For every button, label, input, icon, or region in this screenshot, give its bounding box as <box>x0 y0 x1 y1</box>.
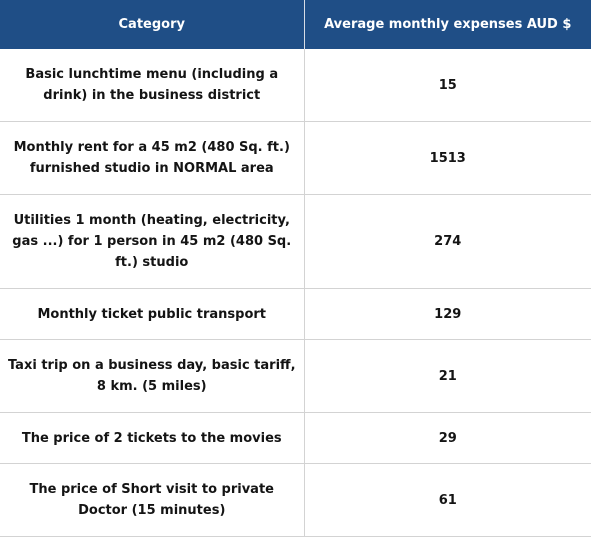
expense-cell: 29 <box>304 412 591 464</box>
category-header: Category <box>0 0 305 49</box>
category-cell: The price of Short visit to private Doct… <box>0 463 305 537</box>
category-cell: Utilities 1 month (heating, electricity,… <box>0 194 305 289</box>
table-row: Utilities 1 month (heating, electricity,… <box>0 194 591 289</box>
expense-cell: 61 <box>304 463 591 537</box>
expense-cell: 129 <box>304 288 591 340</box>
category-cell: Monthly rent for a 45 m2 (480 Sq. ft.) f… <box>0 121 305 195</box>
category-cell: The price of 2 tickets to the movies <box>0 412 305 464</box>
category-cell: Basic lunchtime menu (including a drink)… <box>0 49 305 122</box>
header-row: Category Average monthly expenses AUD $ <box>0 0 591 49</box>
category-cell: Taxi trip on a business day, basic tarif… <box>0 339 305 413</box>
table-row: Monthly rent for a 45 m2 (480 Sq. ft.) f… <box>0 121 591 195</box>
expense-cell: 15 <box>304 49 591 122</box>
expense-header: Average monthly expenses AUD $ <box>304 0 591 49</box>
table-row: Monthly ticket public transport 129 <box>0 288 591 340</box>
expense-cell: 274 <box>304 194 591 289</box>
table-row: Taxi trip on a business day, basic tarif… <box>0 339 591 413</box>
expense-cell: 21 <box>304 339 591 413</box>
table-row: Basic lunchtime menu (including a drink)… <box>0 49 591 122</box>
category-cell: Monthly ticket public transport <box>0 288 305 340</box>
table-row: The price of 2 tickets to the movies 29 <box>0 412 591 464</box>
table-row: The price of Short visit to private Doct… <box>0 463 591 537</box>
expense-cell: 1513 <box>304 121 591 195</box>
